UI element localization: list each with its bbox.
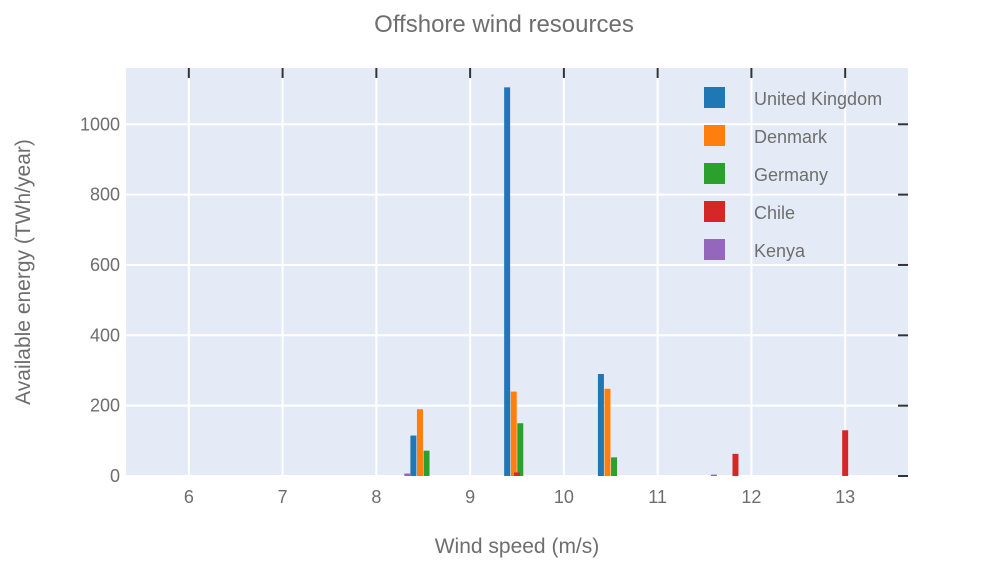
legend-swatch xyxy=(704,201,725,222)
chart-title: Offshore wind resources xyxy=(374,11,634,38)
x-tick-label: 13 xyxy=(835,487,855,507)
bar xyxy=(423,450,430,476)
bar xyxy=(510,391,517,476)
y-tick-label: 800 xyxy=(90,185,120,205)
grid xyxy=(126,68,908,477)
bars xyxy=(404,87,849,477)
bar xyxy=(604,388,611,476)
x-tick-label: 6 xyxy=(184,487,194,507)
legend-label: Denmark xyxy=(754,127,828,147)
legend-swatch xyxy=(704,239,725,260)
bar xyxy=(517,423,524,476)
x-tick-label: 7 xyxy=(278,487,288,507)
bar xyxy=(514,472,520,476)
legend-swatch xyxy=(704,125,725,146)
y-tick-label: 200 xyxy=(90,396,120,416)
y-tick-label: 1000 xyxy=(80,114,120,134)
bar xyxy=(710,474,717,476)
y-tick-labels: 0 200 400 600 800 1000 xyxy=(80,114,120,486)
bar xyxy=(404,473,411,476)
legend-label: Germany xyxy=(754,165,828,185)
x-tick-label: 11 xyxy=(648,487,667,507)
legend: United Kingdom Denmark Germany Chile Kenya xyxy=(704,87,882,261)
y-tick-label: 0 xyxy=(110,466,120,486)
bar xyxy=(410,435,417,476)
y-tick-label: 400 xyxy=(90,325,120,345)
bar xyxy=(504,87,511,477)
y-axis-label: Available energy (TWh/year) xyxy=(12,139,35,405)
legend-label: Chile xyxy=(754,203,795,223)
x-tick-label: 10 xyxy=(554,487,574,507)
plot-area xyxy=(126,68,908,476)
x-tick-label: 8 xyxy=(371,487,381,507)
bar xyxy=(732,453,739,476)
legend-swatch xyxy=(704,87,725,108)
bar xyxy=(611,457,618,476)
legend-label: United Kingdom xyxy=(754,89,882,109)
legend-label: Kenya xyxy=(754,241,806,261)
x-tick-label: 12 xyxy=(741,487,761,507)
bar xyxy=(416,409,423,476)
tick-marks xyxy=(187,68,908,477)
x-axis-label: Wind speed (m/s) xyxy=(435,535,600,558)
y-tick-label: 600 xyxy=(90,255,120,275)
bar xyxy=(597,374,604,476)
x-tick-label: 9 xyxy=(465,487,475,507)
x-tick-labels: 6 7 8 9 10 11 12 13 xyxy=(184,487,855,507)
bar xyxy=(842,430,849,476)
legend-swatch xyxy=(704,163,725,184)
